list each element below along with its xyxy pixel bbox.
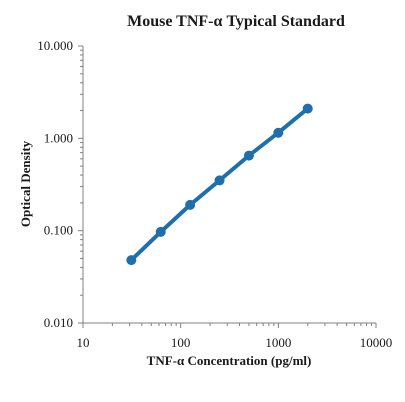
x-tick-label: 100 xyxy=(171,335,191,350)
data-point xyxy=(273,127,284,138)
x-tick-labels: 10 100 1000 10000 xyxy=(77,335,393,350)
y-tick-labels: 0.010 0.100 1.000 10.000 xyxy=(37,38,73,330)
data-point xyxy=(214,175,225,186)
x-ticks xyxy=(82,323,377,328)
x-tick-label: 10 xyxy=(77,335,90,350)
data-point xyxy=(302,103,313,114)
x-tick-label: 1000 xyxy=(265,335,291,350)
y-ticks xyxy=(78,45,83,324)
x-axis-label: TNF-α Concentration (pg/ml) xyxy=(147,353,312,368)
series-layer xyxy=(126,103,313,266)
y-tick-label: 0.010 xyxy=(44,315,73,330)
y-tick-label: 10.000 xyxy=(37,38,73,53)
data-point xyxy=(185,199,196,210)
y-tick-label: 0.100 xyxy=(44,223,73,238)
data-point xyxy=(243,150,254,161)
y-tick-label: 1.000 xyxy=(44,130,73,145)
axes xyxy=(82,46,376,324)
chart-title: Mouse TNF-α Typical Standard xyxy=(127,13,345,30)
y-axis-label: Optical Density xyxy=(18,140,33,227)
x-tick-label: 10000 xyxy=(360,335,393,350)
data-point xyxy=(126,255,137,266)
data-point xyxy=(155,226,166,237)
